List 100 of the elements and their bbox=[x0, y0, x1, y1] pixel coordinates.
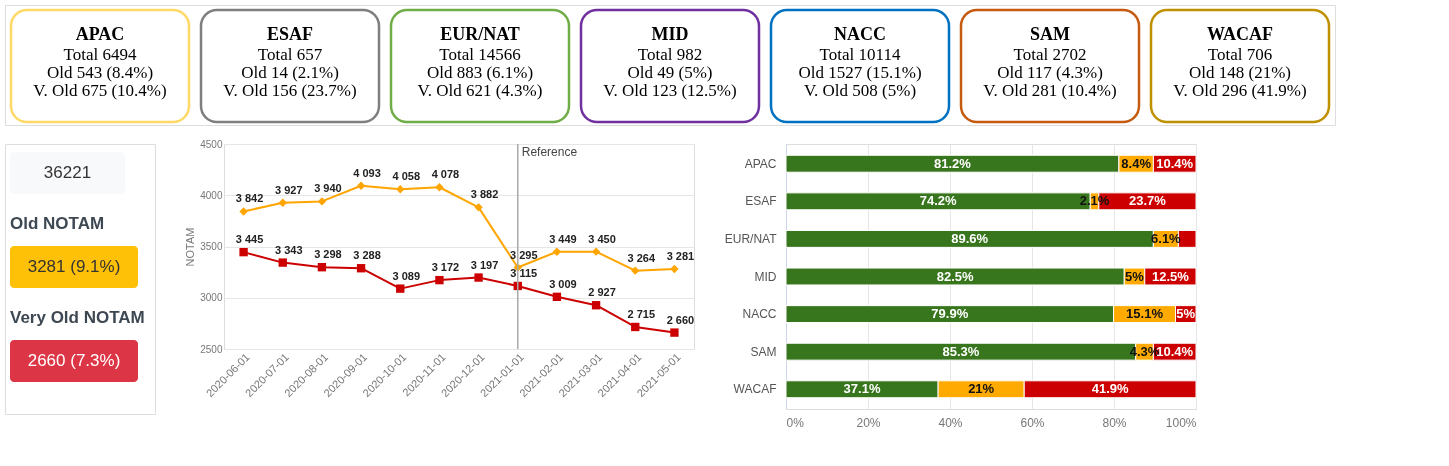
y-tick-label: 3000 bbox=[200, 292, 223, 304]
data-label: 3 450 bbox=[588, 232, 616, 245]
point bbox=[396, 185, 405, 194]
x-tick-label: 80% bbox=[1102, 415, 1127, 430]
text: Total 6494 bbox=[63, 45, 137, 64]
data-label: 10.4% bbox=[1156, 155, 1194, 171]
data-label: 3 009 bbox=[549, 277, 577, 290]
data-label: 79.9% bbox=[931, 306, 969, 322]
y-tick-label: EUR/NAT bbox=[724, 231, 778, 246]
data-label: 3 343 bbox=[274, 243, 303, 256]
point bbox=[356, 181, 366, 190]
text: Total 10114 bbox=[819, 45, 901, 64]
text: V. Old 281 (10.4%) bbox=[983, 81, 1117, 100]
data-label: 4 058 bbox=[392, 170, 421, 183]
text: V. Old 508 (5%) bbox=[803, 81, 917, 100]
text: 36221 bbox=[43, 163, 92, 182]
data-label: 3 281 bbox=[666, 249, 695, 262]
point bbox=[356, 264, 366, 273]
point bbox=[317, 197, 327, 206]
text: Total 706 bbox=[1207, 45, 1273, 64]
point bbox=[631, 322, 640, 332]
data-label: 3 264 bbox=[627, 251, 656, 264]
data-label: 3 449 bbox=[549, 232, 577, 245]
text: Very Old NOTAM bbox=[10, 308, 145, 327]
data-label: 3 089 bbox=[392, 269, 421, 282]
category-label: NACC bbox=[834, 24, 886, 44]
y-tick-label: 4500 bbox=[200, 138, 223, 150]
data-label: 3 927 bbox=[274, 183, 303, 196]
x-tick-label: 40% bbox=[938, 415, 963, 430]
data-label: 3 295 bbox=[509, 248, 538, 261]
text: Total 2702 bbox=[1013, 45, 1087, 64]
category-label: WACAF bbox=[1207, 24, 1273, 44]
category-label: APAC bbox=[75, 24, 125, 44]
x-tick-label: 0% bbox=[786, 415, 805, 430]
x-tick-label: 20% bbox=[856, 415, 881, 430]
data-label: 3 882 bbox=[470, 188, 499, 201]
data-label: 3 298 bbox=[314, 248, 342, 261]
data-label: 12.5% bbox=[1151, 268, 1190, 284]
text: Old 148 (21%) bbox=[1189, 63, 1291, 82]
text: Old 117 (4.3%) bbox=[997, 63, 1103, 82]
point bbox=[552, 292, 562, 302]
y-axis-title: NOTAM bbox=[184, 227, 197, 267]
data-label: 2 927 bbox=[588, 286, 616, 299]
category-label: ESAF bbox=[266, 24, 314, 44]
data-label: 3 115 bbox=[510, 266, 538, 279]
data-label: 4 078 bbox=[431, 168, 460, 181]
text: Old 14 (2.1%) bbox=[241, 63, 339, 82]
point bbox=[631, 266, 640, 275]
data-label: 81.2% bbox=[934, 155, 972, 171]
x-tick-label: 60% bbox=[1020, 415, 1045, 430]
data-label: 8.4% bbox=[1121, 155, 1152, 171]
data-label: 3 288 bbox=[353, 249, 381, 262]
point bbox=[317, 263, 327, 272]
data-label: 2 715 bbox=[627, 307, 656, 320]
text: Old 1527 (15.1%) bbox=[798, 63, 922, 82]
data-label: 41.9% bbox=[1091, 381, 1129, 397]
data-label: 37.1% bbox=[843, 381, 881, 397]
data-label: 3 445 bbox=[235, 233, 264, 246]
point bbox=[396, 284, 405, 293]
category-label: SAM bbox=[1030, 24, 1071, 44]
x-tick-label: 100% bbox=[1165, 415, 1197, 430]
y-tick-label: APAC bbox=[744, 156, 777, 171]
data-label: 4 093 bbox=[353, 166, 381, 179]
point bbox=[278, 198, 287, 207]
text: Total 14566 bbox=[439, 45, 521, 64]
text: V. Old 296 (41.9%) bbox=[1173, 81, 1307, 100]
text: 2660 (7.3%) bbox=[27, 351, 121, 370]
point bbox=[591, 301, 601, 310]
text: Total 982 bbox=[637, 45, 703, 64]
data-label: 5% bbox=[1125, 268, 1145, 284]
y-tick-label: WACAF bbox=[733, 382, 777, 397]
data-label: 23.7% bbox=[1128, 193, 1167, 209]
text: Old NOTAM bbox=[10, 214, 105, 233]
y-tick-label: 4000 bbox=[200, 189, 223, 201]
y-tick-label: 2500 bbox=[200, 343, 223, 355]
point bbox=[670, 264, 679, 274]
data-label: 85.3% bbox=[942, 343, 980, 359]
point bbox=[670, 328, 679, 337]
text: 3281 (9.1%) bbox=[27, 257, 121, 276]
y-tick-label: 3500 bbox=[200, 241, 223, 252]
category-label: MID bbox=[651, 24, 689, 44]
point bbox=[591, 247, 601, 256]
y-tick-label: SAM bbox=[750, 344, 777, 359]
ref-line-label: Reference bbox=[521, 145, 578, 159]
text: V. Old 156 (23.7%) bbox=[223, 81, 357, 100]
y-tick-label: MID bbox=[754, 269, 777, 284]
data-label: 3 197 bbox=[470, 258, 499, 271]
point bbox=[474, 273, 483, 282]
text: Old 49 (5%) bbox=[627, 63, 713, 82]
point bbox=[239, 207, 248, 216]
y-tick-label: ESAF bbox=[745, 194, 777, 209]
data-label: 3 940 bbox=[314, 182, 342, 195]
data-label: 21% bbox=[968, 381, 995, 397]
data-label: 82.5% bbox=[936, 268, 974, 284]
data-label: 3 172 bbox=[431, 261, 460, 274]
text: Old 883 (6.1%) bbox=[426, 63, 534, 82]
point bbox=[474, 203, 483, 212]
y-tick-label: NACC bbox=[742, 307, 777, 322]
point bbox=[239, 247, 248, 257]
category-label: EUR/NAT bbox=[440, 24, 520, 44]
